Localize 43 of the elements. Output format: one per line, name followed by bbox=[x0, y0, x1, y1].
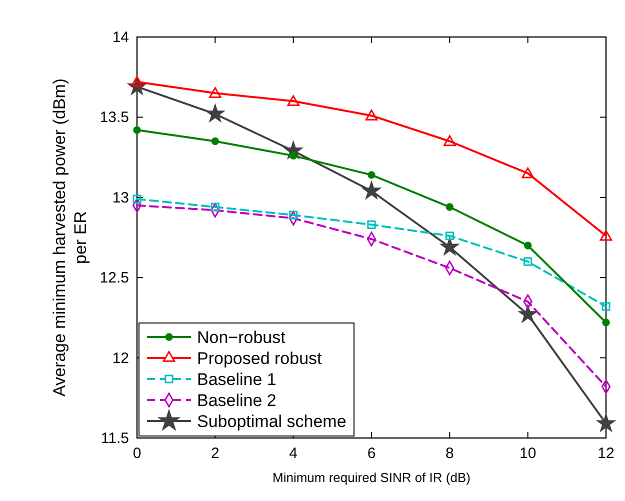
legend-label: Baseline 1 bbox=[197, 370, 276, 389]
point bbox=[289, 152, 298, 160]
point bbox=[602, 318, 610, 326]
point bbox=[133, 126, 141, 134]
point bbox=[211, 137, 220, 146]
point bbox=[362, 182, 380, 199]
point bbox=[368, 171, 376, 179]
y-tick-label: 12.5 bbox=[100, 270, 129, 287]
point bbox=[440, 238, 458, 255]
x-tick-label: 4 bbox=[289, 445, 298, 462]
point bbox=[444, 135, 456, 146]
y-axis-title: Average minimum harvested power (dBm) per ER bbox=[50, 78, 90, 397]
x-tick-label: 2 bbox=[210, 445, 220, 462]
y-tick-label: 12 bbox=[112, 350, 129, 367]
y-tick-label: 13.5 bbox=[100, 109, 129, 126]
point bbox=[206, 104, 224, 122]
x-tick-label: 10 bbox=[519, 445, 536, 462]
legend-label: Baseline 2 bbox=[197, 391, 276, 410]
point bbox=[597, 414, 615, 432]
x-axis-title: Minimum required SINR of IR (dB) bbox=[272, 470, 470, 485]
point bbox=[524, 242, 532, 250]
x-tick-label: 12 bbox=[598, 445, 614, 462]
point bbox=[365, 110, 378, 120]
point bbox=[445, 232, 454, 240]
y-tick-label: 13 bbox=[112, 189, 129, 206]
y-tick-label: 11.5 bbox=[100, 430, 129, 447]
point bbox=[600, 230, 612, 241]
point bbox=[519, 305, 537, 322]
x-tick-label: 8 bbox=[445, 445, 454, 462]
point bbox=[287, 95, 300, 106]
legend-label: Suboptimal scheme bbox=[197, 412, 346, 431]
point bbox=[209, 87, 222, 98]
point bbox=[132, 194, 142, 204]
y-tick-label: 14 bbox=[112, 29, 129, 46]
point bbox=[602, 302, 610, 311]
x-tick-label: 6 bbox=[367, 445, 376, 462]
legend-label: Proposed robust bbox=[197, 349, 322, 368]
legend-label: Non−robust bbox=[197, 328, 286, 347]
point bbox=[367, 220, 376, 229]
point bbox=[446, 203, 454, 211]
point bbox=[524, 257, 532, 266]
x-tick-label: 0 bbox=[132, 445, 142, 462]
point bbox=[522, 167, 534, 178]
